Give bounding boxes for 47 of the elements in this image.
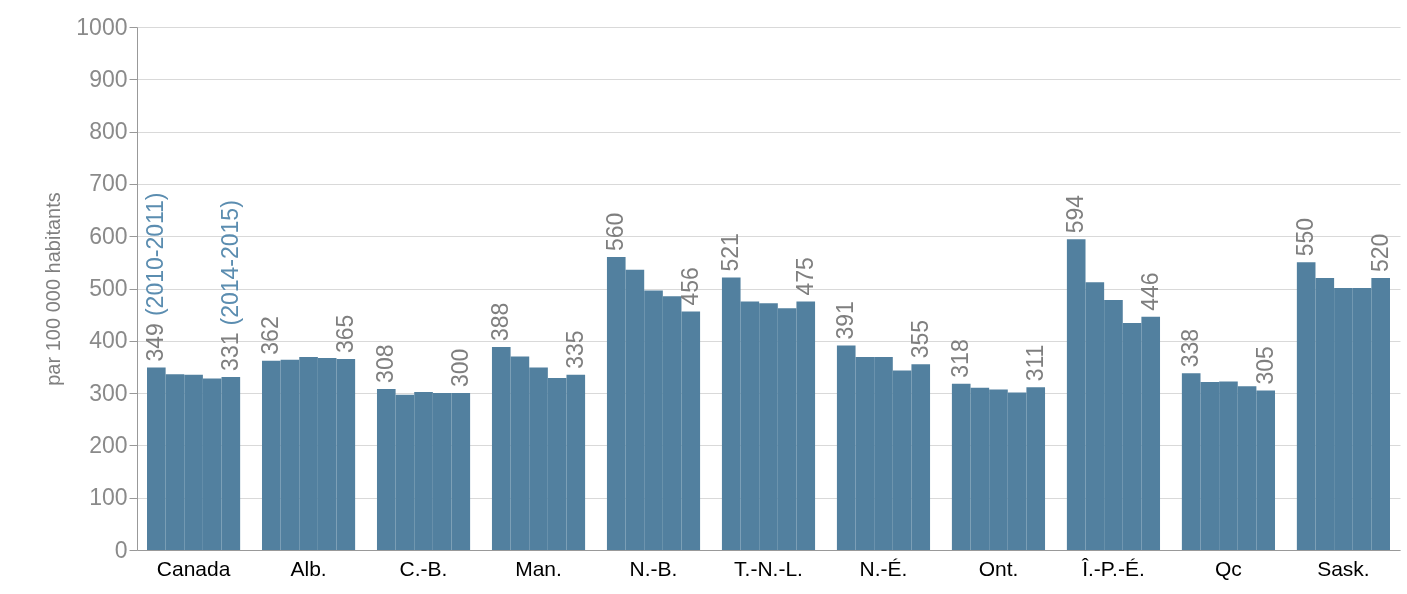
y-tick-label: 300: [89, 379, 128, 406]
x-tick-label: Alb.: [290, 556, 327, 580]
y-tick-label: 900: [89, 65, 128, 92]
data-label: 362: [257, 316, 284, 355]
data-label: 388: [487, 302, 514, 342]
y-tick-label: 100: [89, 484, 128, 511]
data-label: 594: [1062, 194, 1089, 234]
data-label: 365: [331, 314, 358, 354]
y-tick-label: 800: [89, 118, 128, 145]
data-label: 318: [947, 339, 974, 378]
x-tick-label: Man.: [515, 556, 562, 580]
annotation: (2014-2015): [216, 200, 243, 326]
data-label: 550: [1292, 217, 1319, 257]
data-label: 391: [832, 301, 859, 340]
x-tick-label: T.-N.-L.: [734, 556, 803, 580]
x-tick-label: Canada: [156, 556, 231, 580]
data-label: 521: [717, 233, 744, 272]
data-label: 446: [1136, 272, 1163, 311]
data-label: 305: [1251, 346, 1278, 385]
x-tick-label: C.-B.: [399, 556, 448, 580]
data-label: 300: [446, 348, 473, 388]
x-tick-label: Î.-P.-É.: [1081, 556, 1145, 580]
x-tick-label: Ont.: [978, 556, 1019, 580]
x-tick-label: N.-B.: [629, 556, 678, 580]
y-tick-label: 400: [89, 327, 128, 354]
data-label: 335: [561, 330, 588, 369]
data-label: 456: [676, 267, 703, 306]
y-tick-label: 600: [89, 222, 128, 249]
y-tick-label: 1000: [76, 13, 128, 40]
x-tick-label: N.-É.: [859, 556, 908, 580]
data-label: 475: [791, 257, 818, 296]
y-tick-label: 200: [89, 431, 128, 458]
data-label: 311: [1021, 344, 1048, 382]
y-tick-label: 700: [89, 170, 128, 197]
data-label: 308: [372, 344, 399, 383]
y-tick-label: 0: [114, 536, 128, 563]
x-tick-label: Qc: [1215, 556, 1242, 580]
data-label: 349: [142, 323, 169, 362]
data-label: 355: [906, 319, 933, 359]
data-label: 520: [1366, 233, 1393, 273]
y-tick-label: 500: [89, 275, 128, 301]
data-label: 560: [602, 212, 629, 252]
y-axis-title: par 100 000 habitants: [42, 192, 65, 386]
data-label: 331: [216, 332, 243, 371]
data-label: 338: [1177, 328, 1204, 368]
annotation: (2010-2011): [142, 192, 169, 317]
x-tick-label: Sask.: [1317, 556, 1370, 580]
